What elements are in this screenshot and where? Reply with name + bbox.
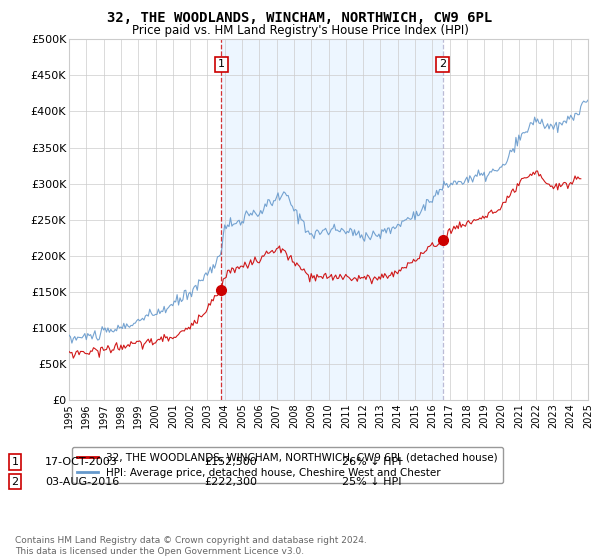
Text: 2: 2 xyxy=(11,477,19,487)
Text: Price paid vs. HM Land Registry's House Price Index (HPI): Price paid vs. HM Land Registry's House … xyxy=(131,24,469,36)
Text: 32, THE WOODLANDS, WINCHAM, NORTHWICH, CW9 6PL: 32, THE WOODLANDS, WINCHAM, NORTHWICH, C… xyxy=(107,11,493,25)
Bar xyxy=(221,39,443,400)
Text: 1: 1 xyxy=(218,59,225,69)
Legend: 32, THE WOODLANDS, WINCHAM, NORTHWICH, CW9 6PL (detached house), HPI: Average pr: 32, THE WOODLANDS, WINCHAM, NORTHWICH, C… xyxy=(71,447,503,483)
Text: 03-AUG-2016: 03-AUG-2016 xyxy=(45,477,119,487)
Text: £222,300: £222,300 xyxy=(204,477,257,487)
Text: 2: 2 xyxy=(439,59,446,69)
Text: 17-OCT-2003: 17-OCT-2003 xyxy=(45,457,118,467)
Text: 1: 1 xyxy=(11,457,19,467)
Text: 26% ↓ HPI: 26% ↓ HPI xyxy=(342,457,401,467)
Text: £152,500: £152,500 xyxy=(204,457,257,467)
Text: 25% ↓ HPI: 25% ↓ HPI xyxy=(342,477,401,487)
Text: Contains HM Land Registry data © Crown copyright and database right 2024.
This d: Contains HM Land Registry data © Crown c… xyxy=(15,536,367,556)
